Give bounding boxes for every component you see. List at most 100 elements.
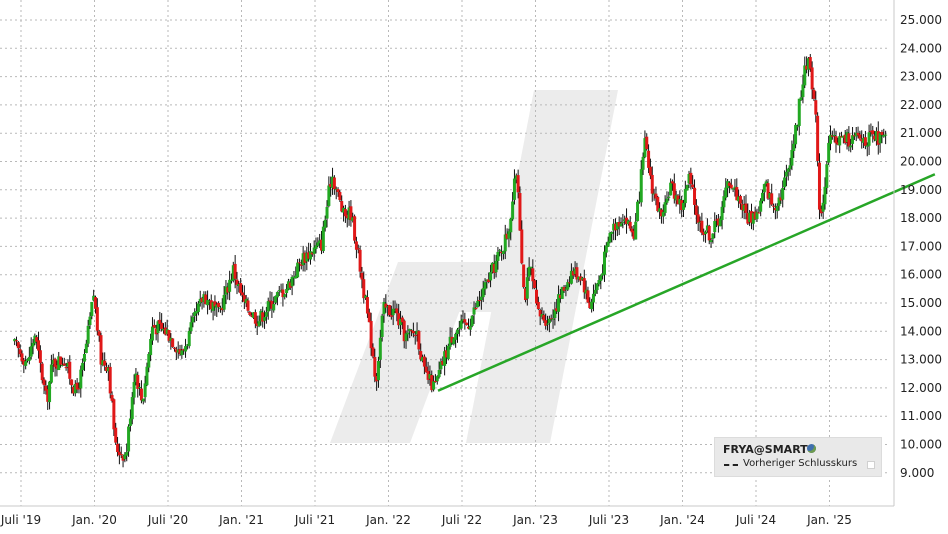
candle-body [531, 268, 535, 282]
candle-body [391, 308, 395, 316]
candle-body [321, 226, 325, 252]
candle-body [37, 340, 41, 351]
candle-body [71, 386, 75, 394]
candle-body [757, 212, 761, 214]
candle-body [641, 156, 645, 170]
candle-body [59, 356, 63, 365]
candle-body [623, 219, 627, 221]
candle-body [535, 289, 538, 304]
candle-body [783, 177, 787, 188]
candle-body [542, 314, 546, 321]
candle-body [784, 171, 788, 177]
candle-body [373, 356, 377, 377]
candle-body [149, 338, 153, 356]
candle-body [435, 376, 439, 382]
candle-body [117, 451, 121, 456]
candle-body [615, 222, 619, 230]
candle-body [378, 337, 382, 360]
candle-body [389, 315, 393, 317]
candle-body [307, 252, 311, 259]
y-tick-label: 15.000 [900, 296, 942, 310]
candle-body [305, 253, 309, 262]
candle-body [242, 295, 246, 302]
candle-body [525, 277, 529, 299]
candle-body [667, 196, 671, 198]
candle-body [569, 270, 573, 284]
candle-body [360, 272, 364, 280]
candle-body [544, 320, 548, 326]
candle-body [693, 187, 697, 205]
candle-body [454, 333, 458, 340]
candle-body [231, 265, 235, 281]
candle-body [57, 356, 61, 371]
candle-body [547, 318, 551, 324]
globe-icon[interactable] [807, 444, 816, 453]
legend-checkbox[interactable] [867, 461, 875, 469]
candle-body [724, 187, 728, 198]
candle-body [854, 132, 858, 137]
candle-body [46, 389, 50, 402]
y-tick-label: 23.000 [900, 70, 942, 84]
candle-body [630, 228, 634, 233]
x-tick-label: Juli '21 [294, 513, 335, 527]
candle-body [546, 323, 550, 325]
x-tick-label: Juli '22 [441, 513, 482, 527]
candle-body [439, 361, 443, 370]
candle-body [206, 299, 210, 306]
candle-body [720, 206, 724, 221]
candle-body [711, 233, 715, 239]
legend: FRYA@SMART Vorheriger Schlusskurs [714, 437, 882, 477]
candle-body [99, 335, 103, 365]
candle-body [421, 357, 425, 361]
candle-body [871, 130, 875, 135]
candle-body [768, 193, 772, 199]
candle-body [726, 181, 730, 189]
candle-body [367, 312, 371, 323]
candle-body [797, 98, 801, 126]
candle-body [507, 231, 511, 239]
candle-body [253, 312, 257, 324]
candle-body [606, 241, 610, 247]
candle-body [738, 196, 742, 204]
candle-body [263, 317, 267, 321]
candle-body [759, 200, 763, 212]
candle-body [257, 321, 261, 327]
candle-body [182, 349, 186, 351]
candle-body [376, 361, 380, 381]
candle-body [272, 303, 276, 311]
candle-body [722, 196, 726, 208]
candle-body [334, 188, 338, 190]
candle-body [105, 366, 109, 372]
candle-body [68, 361, 72, 379]
candle-body [268, 300, 272, 302]
candle-body [248, 312, 252, 316]
candle-body [38, 350, 42, 363]
candle-body [503, 234, 507, 252]
candle-body [801, 84, 805, 98]
candle-body [882, 134, 886, 137]
candle-body [527, 266, 531, 277]
candle-body [472, 307, 476, 315]
candle-body [365, 297, 369, 314]
candle-body [220, 307, 224, 311]
candle-body [665, 198, 669, 203]
candle-body [474, 308, 478, 310]
candle-body [716, 218, 720, 226]
candle-body [634, 221, 638, 240]
candle-body [198, 298, 202, 303]
candle-body [704, 231, 708, 235]
candle-body [749, 211, 753, 223]
candle-body [437, 369, 441, 378]
candle-body [748, 212, 752, 222]
candle-body [364, 295, 368, 298]
x-tick-label: Jan. '23 [512, 513, 558, 527]
candle-body [207, 300, 211, 302]
candle-body [610, 231, 614, 234]
candle-body [810, 67, 814, 90]
candle-body [443, 351, 447, 366]
candle-body [173, 347, 177, 349]
candle-body [577, 276, 581, 280]
y-tick-label: 20.000 [900, 155, 942, 169]
candle-body [489, 272, 493, 281]
trendline [437, 173, 936, 392]
